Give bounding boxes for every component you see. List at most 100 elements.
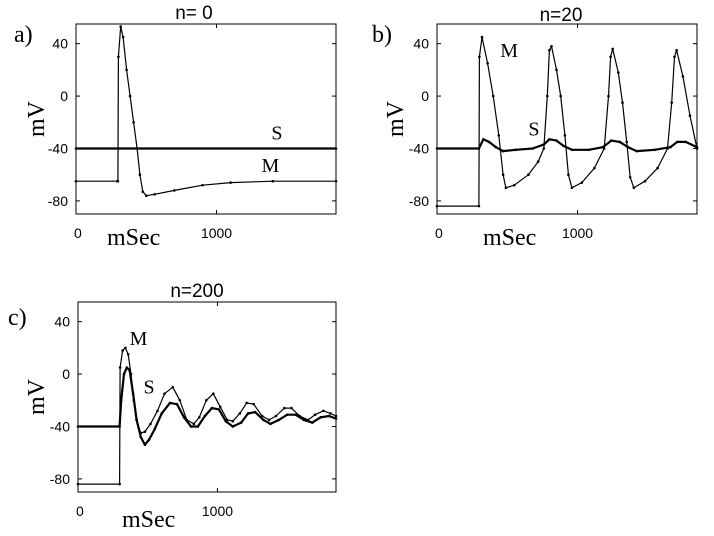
series-point-m (212, 392, 215, 396)
series-point-s (676, 140, 679, 144)
series-line-m (76, 26, 336, 197)
series-point-m (628, 176, 632, 179)
series-point-s (477, 147, 481, 150)
series-point-m (688, 114, 692, 117)
series-point-s (635, 149, 638, 153)
series-point-m (283, 406, 286, 410)
y-tick-label: 40 (413, 36, 429, 52)
series-point-m (156, 409, 159, 413)
series-point-m (267, 418, 271, 422)
series-point-m (563, 134, 567, 137)
series-point-s (125, 366, 129, 369)
series-line-s (78, 366, 337, 446)
series-point-m (491, 94, 495, 98)
plot-frame (75, 23, 337, 215)
chart-panel-1: a) n= 0 mV mSec 40 0 -40 -80 0 1000 SM (14, 3, 338, 251)
series-point-s (587, 148, 591, 152)
x-axis-label: mSec (107, 225, 160, 251)
series-point-m (252, 402, 255, 406)
series-point-m (149, 422, 152, 426)
series-point-m (527, 173, 530, 176)
series-point-m (198, 416, 201, 419)
y-tick-label: -80 (50, 471, 70, 487)
series-point-s (601, 145, 605, 149)
series-point-m (486, 62, 489, 65)
plot-frame (77, 301, 337, 493)
y-axis-label: mV (24, 100, 50, 137)
series-point-m (542, 147, 546, 150)
y-tick-label: -80 (409, 193, 429, 209)
series-line-s (437, 138, 698, 153)
series-point-m (192, 422, 196, 426)
series-point-m (229, 181, 232, 184)
series-point-s (548, 138, 551, 141)
curve-label: S (144, 377, 155, 399)
series-point-m (570, 186, 574, 190)
series-point-m (607, 94, 610, 98)
series-point-m (124, 346, 127, 350)
series-point-m (609, 55, 612, 59)
series-point-m (238, 412, 242, 415)
series-point-m (548, 48, 551, 52)
series-point-m (76, 482, 80, 486)
series-point-s (626, 145, 630, 149)
series-point-s (119, 399, 123, 402)
series-point-m (334, 179, 338, 183)
series-point-m (201, 183, 204, 187)
series-point-s (231, 425, 235, 428)
series-point-m (504, 186, 508, 190)
series-point-s (277, 418, 281, 422)
y-tick-label: -80 (48, 193, 68, 209)
series-point-m (555, 68, 558, 72)
series-point-m (322, 409, 325, 413)
x-tick-label: 1000 (562, 225, 593, 241)
series-point-s (262, 418, 265, 422)
y-tick-label: -40 (409, 140, 429, 156)
series-point-m (670, 101, 673, 104)
series-point-s (203, 414, 207, 418)
series-point-m (173, 189, 176, 192)
series-point-s (684, 140, 688, 144)
series-point-m (643, 179, 647, 183)
series-point-m (617, 71, 620, 74)
series-point-s (175, 402, 179, 406)
series-point-s (285, 413, 289, 417)
y-tick-label: 0 (60, 88, 68, 104)
series-point-s (122, 372, 126, 376)
series-point-m (121, 349, 124, 352)
series-point-s (135, 418, 138, 422)
series-point-m (245, 401, 248, 405)
x-tick-label: 0 (74, 225, 82, 241)
series-point-m (513, 183, 516, 187)
y-tick-label: -40 (48, 140, 68, 156)
series-point-s (153, 427, 156, 431)
series-point-m (118, 366, 122, 369)
series-point-m (138, 173, 142, 176)
y-tick-label: 40 (52, 36, 68, 52)
series-point-m (171, 385, 175, 389)
series-point-s (76, 425, 80, 428)
series-point-s (128, 368, 131, 372)
series-point-m (497, 134, 501, 137)
series-point-s (487, 140, 491, 144)
series-point-m (126, 353, 130, 356)
curve-label: M (262, 155, 280, 177)
series-point-m (218, 405, 222, 409)
series-point-m (580, 181, 584, 184)
series-point-s (182, 416, 186, 419)
series-line-m (437, 36, 698, 207)
series-point-s (74, 147, 78, 150)
series-point-m (681, 75, 685, 78)
y-tick-label: 0 (421, 88, 429, 104)
series-point-m (116, 179, 120, 183)
series-point-m (163, 392, 166, 396)
panel-label: c) (8, 305, 27, 331)
series-point-m (153, 193, 156, 196)
series-point-m (632, 186, 636, 190)
series-point-m (118, 482, 121, 486)
series-point-s (168, 401, 172, 405)
series-point-m (478, 55, 481, 59)
series-point-m (74, 179, 78, 183)
curve-label: M (130, 328, 148, 350)
